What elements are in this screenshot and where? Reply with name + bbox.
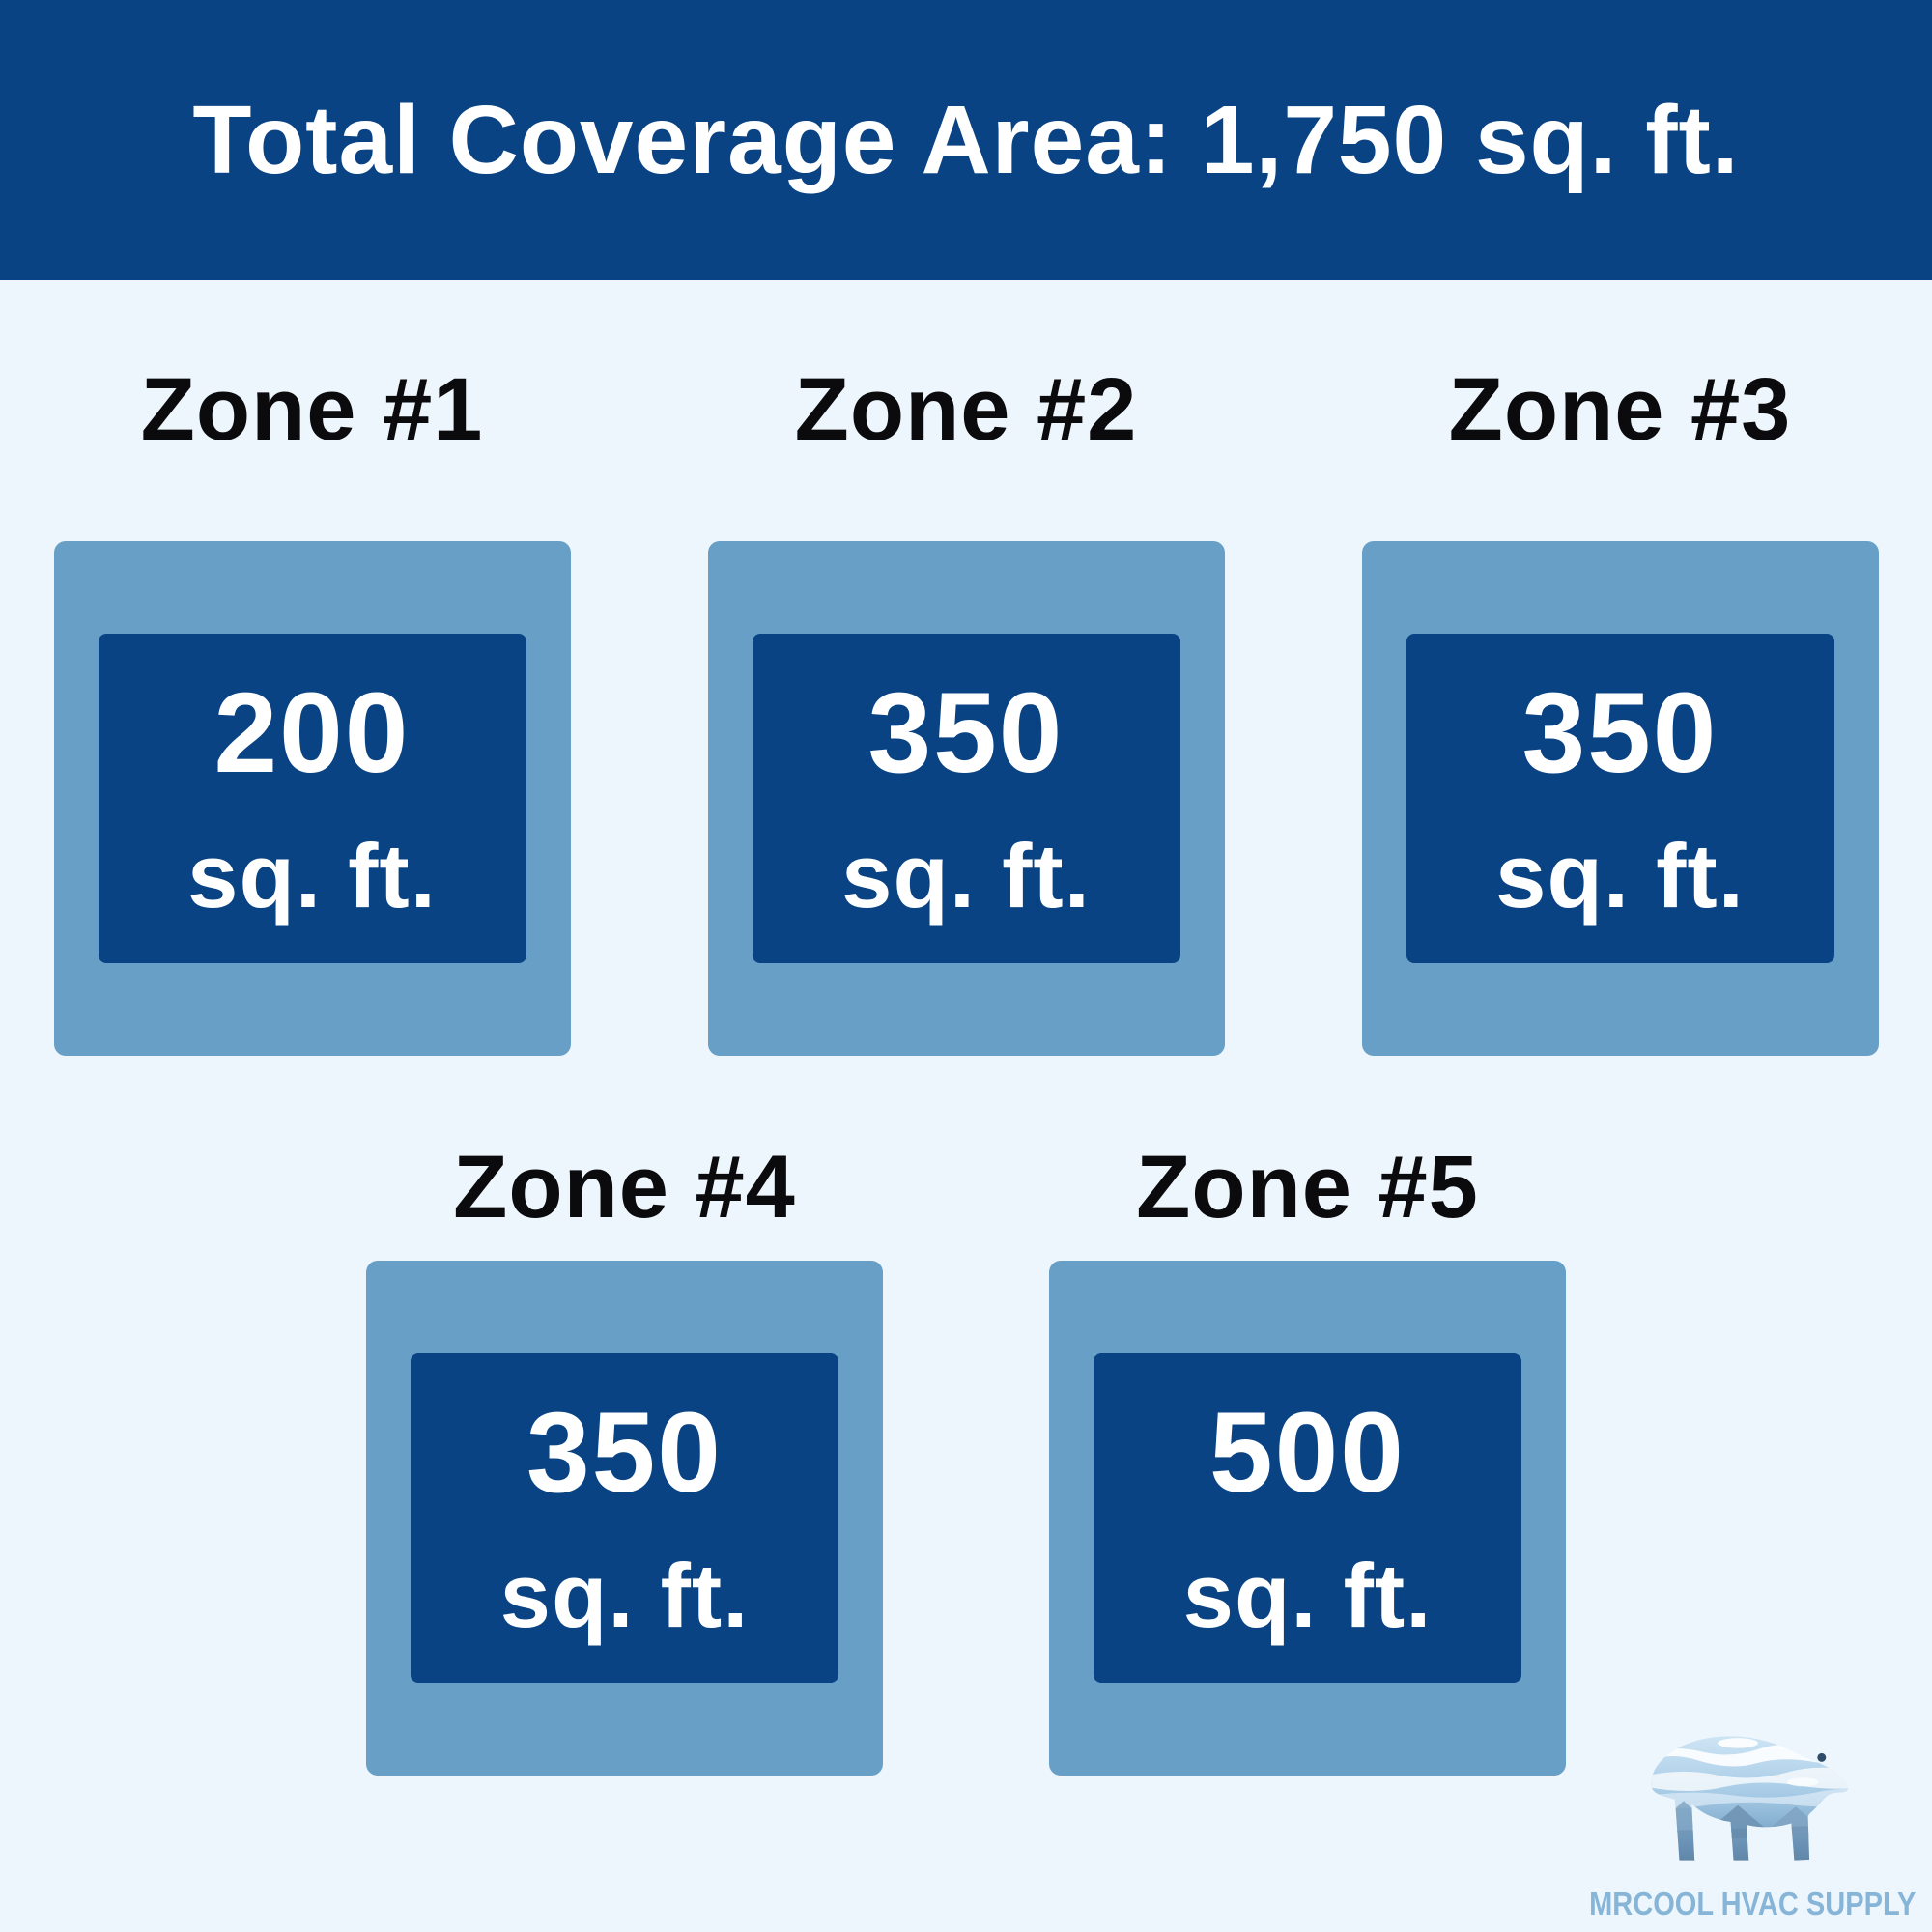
polar-bear-icon: [1651, 1736, 1849, 1861]
zone-3-title: Zone #3: [1448, 360, 1792, 459]
zone-3-card: 350 sq. ft.: [1361, 541, 1879, 1056]
zone-2-value: 350: [867, 668, 1065, 797]
page-title: Total Coverage Area: 1,750 sq. ft.: [192, 85, 1740, 194]
zone-4: Zone #4 350 sq. ft.: [366, 1143, 883, 1776]
zone-2-title: Zone #2: [794, 360, 1138, 459]
zone-1-card: 200 sq. ft.: [53, 541, 571, 1056]
zone-3-coverage-box: 350 sq. ft.: [1406, 634, 1834, 963]
bear-ear: [1817, 1752, 1827, 1762]
zone-2-card: 350 sq. ft.: [707, 541, 1225, 1056]
zone-5-card: 500 sq. ft.: [1049, 1261, 1566, 1776]
zone-1: Zone #1 200 sq. ft.: [53, 360, 571, 1056]
zone-1-title: Zone #1: [140, 360, 484, 459]
zone-5-title: Zone #5: [1136, 1138, 1479, 1236]
zone-row-bottom: Zone #4 350 sq. ft. Zone #5 500 sq. ft.: [0, 1143, 1932, 1776]
zone-2-coverage-box: 350 sq. ft.: [752, 634, 1180, 963]
zone-row-top: Zone #1 200 sq. ft. Zone #2 350 sq. ft. …: [0, 365, 1932, 1056]
zone-2: Zone #2 350 sq. ft.: [707, 360, 1225, 1056]
zone-1-coverage-box: 200 sq. ft.: [98, 634, 526, 963]
zone-4-title: Zone #4: [453, 1138, 796, 1236]
zone-5-coverage-box: 500 sq. ft.: [1094, 1353, 1521, 1683]
zone-4-coverage-box: 350 sq. ft.: [411, 1353, 838, 1683]
zone-5-unit: sq. ft.: [1182, 1544, 1433, 1646]
zone-4-value: 350: [526, 1388, 723, 1517]
brand-logo: MRCOOL HVAC SUPPLY: [1589, 1716, 1916, 1922]
header-banner: Total Coverage Area: 1,750 sq. ft.: [0, 0, 1932, 280]
zone-1-value: 200: [213, 668, 411, 797]
brand-name: MRCOOL HVAC SUPPLY: [1588, 1886, 1917, 1921]
zone-3-unit: sq. ft.: [1495, 824, 1745, 926]
zone-3: Zone #3 350 sq. ft.: [1361, 360, 1879, 1056]
zone-2-unit: sq. ft.: [841, 824, 1091, 926]
zone-4-unit: sq. ft.: [499, 1544, 750, 1646]
zone-4-card: 350 sq. ft.: [366, 1261, 883, 1776]
zone-3-value: 350: [1521, 668, 1719, 797]
zone-5-value: 500: [1209, 1388, 1406, 1517]
zone-5: Zone #5 500 sq. ft.: [1049, 1143, 1566, 1776]
zone-1-unit: sq. ft.: [187, 824, 437, 926]
